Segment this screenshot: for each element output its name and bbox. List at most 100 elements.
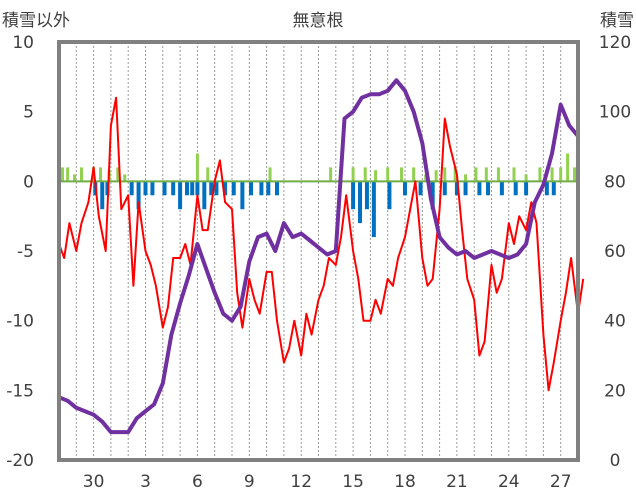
snow-change-bar xyxy=(499,181,504,196)
snow-change-bar xyxy=(454,181,459,196)
snow-change-bar xyxy=(266,181,271,196)
left-tick-label: 10 xyxy=(12,33,34,53)
right-tick-label: 120 xyxy=(599,33,631,53)
snow-change-bar xyxy=(202,181,207,210)
temperature-line xyxy=(58,96,585,392)
x-tick-label: 12 xyxy=(290,472,312,492)
snow-change-bar xyxy=(371,181,376,238)
precip-bar xyxy=(329,167,333,182)
plot-frame xyxy=(57,40,580,462)
snow-change-bar xyxy=(259,181,264,196)
snow-change-bars xyxy=(93,181,556,238)
precip-bar xyxy=(464,174,468,182)
right-tick-label: 60 xyxy=(604,242,626,262)
snow-change-bar xyxy=(274,181,279,196)
precip-bar xyxy=(434,170,438,182)
snow-change-bar xyxy=(162,181,167,196)
snow-change-bar xyxy=(100,181,105,210)
right-tick-label: 20 xyxy=(604,381,626,401)
precip-bar xyxy=(386,167,390,182)
precip-bar xyxy=(363,167,367,182)
right-tick-label: 40 xyxy=(604,312,626,332)
x-tick-label: 15 xyxy=(342,472,364,492)
precip-bar xyxy=(60,167,64,182)
left-axis-title: 積雪以外 xyxy=(2,11,70,31)
precip-bar xyxy=(351,167,355,182)
snow-change-bar xyxy=(403,181,407,196)
snow-change-bar xyxy=(223,181,228,196)
precip-bar xyxy=(524,174,528,182)
right-tick-label: 100 xyxy=(599,103,631,123)
snow-change-bar xyxy=(544,181,549,196)
precip-bar xyxy=(566,153,570,182)
snow-change-bar xyxy=(231,181,236,196)
x-tick-label: 3 xyxy=(140,472,151,492)
precip-bar xyxy=(268,167,272,182)
snow-change-bar xyxy=(486,181,491,196)
x-tick-label: 21 xyxy=(446,472,468,492)
precip-bar xyxy=(412,167,416,182)
x-tick-label: 9 xyxy=(244,472,255,492)
snow-change-bar xyxy=(463,181,468,196)
series-lines xyxy=(57,78,585,435)
snow-change-bar xyxy=(387,181,392,210)
snow-change-bar xyxy=(214,181,219,196)
precip-bar xyxy=(496,167,500,182)
left-tick-label: 0 xyxy=(23,172,34,192)
snow-change-bar xyxy=(150,181,155,196)
right-tick-label: 80 xyxy=(604,172,626,192)
precip-bar xyxy=(512,167,516,182)
snow-change-bar xyxy=(551,181,556,196)
left-tick-label: -5 xyxy=(17,242,34,262)
x-tick-label: 18 xyxy=(394,472,416,492)
precip-bar xyxy=(538,167,542,182)
precip-bar xyxy=(73,174,77,182)
axis-labels: 10 5 0 -5 -10 -15 -20 120 100 80 60 40 20 0 30 3 6 9 12 15 1… xyxy=(6,33,631,492)
precip-bar xyxy=(195,153,199,182)
grid-lines xyxy=(58,42,562,460)
snow-change-bar xyxy=(209,181,214,196)
snow-change-bar xyxy=(524,181,529,196)
right-tick-label: 0 xyxy=(610,451,621,471)
precip-bar xyxy=(374,170,378,182)
x-tick-label: 27 xyxy=(550,472,572,492)
snow-change-bar xyxy=(143,181,148,196)
precip-bars xyxy=(60,153,577,182)
precip-bar xyxy=(573,167,577,182)
snow-change-bar xyxy=(190,181,195,196)
left-tick-label: -20 xyxy=(6,451,34,471)
chart-title: 無意根 xyxy=(293,11,344,31)
snow-change-bar xyxy=(513,181,518,196)
precip-bar xyxy=(484,167,488,182)
snow-change-bar xyxy=(129,181,134,196)
snow-change-bar xyxy=(195,181,200,196)
precip-bar xyxy=(79,167,83,182)
snow-change-bar xyxy=(418,181,423,196)
snow-change-bar xyxy=(249,181,254,196)
precip-bar xyxy=(206,167,210,182)
snow-change-bar xyxy=(364,181,369,210)
snow-change-bar xyxy=(185,181,190,196)
precip-bar xyxy=(550,167,554,182)
snow-change-bar xyxy=(351,181,356,210)
precip-bar xyxy=(99,167,103,182)
precip-bar xyxy=(559,167,563,182)
precip-bar xyxy=(453,167,457,182)
precip-bar xyxy=(66,167,70,182)
precip-bar xyxy=(400,167,404,182)
left-tick-label: 5 xyxy=(23,103,34,123)
x-tick-label: 24 xyxy=(498,472,520,492)
snow-change-bar xyxy=(358,181,363,224)
snow-change-bar xyxy=(136,181,141,210)
left-tick-label: -15 xyxy=(6,381,34,401)
precip-bar xyxy=(443,167,447,182)
precip-bar xyxy=(116,167,120,182)
snow-depth-line xyxy=(57,78,580,435)
snow-change-bar xyxy=(442,181,447,196)
snow-change-bar xyxy=(430,181,435,210)
x-tick-label: 30 xyxy=(83,472,105,492)
snow-change-bar xyxy=(171,181,176,196)
precip-bar xyxy=(123,174,127,182)
right-axis-title: 積雪 xyxy=(600,11,634,31)
